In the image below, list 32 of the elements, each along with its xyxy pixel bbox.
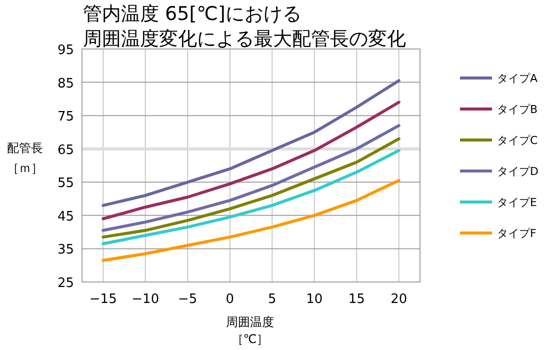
y-tick-label: 95 bbox=[57, 43, 74, 58]
legend-label: タイプD bbox=[497, 165, 538, 178]
x-axis-title: 周囲温度［℃］ bbox=[226, 315, 274, 346]
line-series bbox=[102, 137, 400, 239]
line-series bbox=[102, 124, 400, 232]
legend-label: タイプC bbox=[497, 134, 538, 147]
x-tick-label: 0 bbox=[226, 292, 234, 307]
legend-label: タイプF bbox=[497, 227, 536, 240]
legend-label: タイプA bbox=[497, 72, 538, 85]
line-series bbox=[102, 79, 400, 207]
y-tick-label: 25 bbox=[57, 276, 74, 291]
y-tick-label: 65 bbox=[57, 142, 74, 158]
y-tick-label: 35 bbox=[57, 242, 74, 258]
line-series bbox=[102, 100, 400, 220]
legend-label: タイプB bbox=[497, 103, 538, 116]
chart-title: 管内温度 65[℃]における bbox=[83, 3, 302, 25]
y-axis-title: 配管長［ｍ］ bbox=[7, 141, 43, 175]
line-series bbox=[102, 149, 400, 246]
chart-subtitle: 周囲温度変化による最大配管長の変化 bbox=[83, 28, 406, 50]
y-tick-label: 85 bbox=[57, 76, 74, 92]
y-tick-label: 55 bbox=[57, 176, 74, 192]
x-tick-label: −5 bbox=[178, 292, 198, 307]
legend-label: タイプE bbox=[497, 196, 537, 209]
x-tick-label: 5 bbox=[268, 292, 276, 307]
y-tick-label: 45 bbox=[57, 209, 74, 224]
x-tick-label: −10 bbox=[132, 292, 160, 307]
x-tick-label: 20 bbox=[390, 292, 408, 307]
x-tick-label: 15 bbox=[348, 292, 365, 307]
line-series bbox=[102, 178, 400, 262]
x-tick-label: 10 bbox=[306, 292, 323, 307]
y-tick-label: 75 bbox=[57, 110, 74, 125]
x-tick-label: −15 bbox=[89, 292, 117, 307]
